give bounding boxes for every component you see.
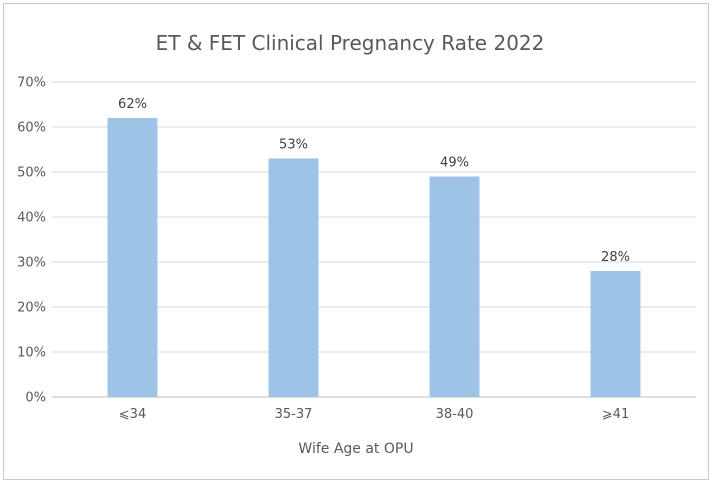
bar: [429, 176, 480, 397]
data-label: 53%: [279, 138, 308, 153]
x-tick-label: 38-40: [436, 407, 474, 422]
y-tick-label: 20%: [17, 301, 46, 316]
y-axis-ticks: 0% 10% 20% 30% 40% 50% 60% 70%: [17, 76, 46, 406]
x-tick-label: ⩽34: [119, 407, 146, 422]
x-tick-label: 35-37: [275, 407, 313, 422]
y-tick-label: 0%: [25, 391, 46, 406]
data-label: 49%: [440, 156, 469, 171]
x-tick-label: ⩾41: [602, 407, 629, 422]
bars: [107, 118, 641, 397]
y-tick-label: 40%: [17, 211, 46, 226]
data-label: 62%: [118, 97, 147, 112]
bar: [268, 158, 319, 397]
x-axis-title: Wife Age at OPU: [298, 441, 413, 457]
y-tick-label: 70%: [17, 76, 46, 91]
bar: [107, 118, 158, 397]
y-tick-label: 10%: [17, 346, 46, 361]
y-tick-label: 50%: [17, 166, 46, 181]
y-tick-label: 30%: [17, 256, 46, 271]
gridlines: [52, 81, 696, 398]
y-tick-label: 60%: [17, 121, 46, 136]
data-label: 28%: [601, 250, 630, 265]
data-labels: 62% 53% 49% 28%: [118, 97, 630, 265]
chart-title: ET & FET Clinical Pregnancy Rate 2022: [156, 31, 545, 55]
bar: [590, 271, 641, 397]
x-axis-ticks: ⩽34 35-37 38-40 ⩾41: [119, 407, 629, 422]
